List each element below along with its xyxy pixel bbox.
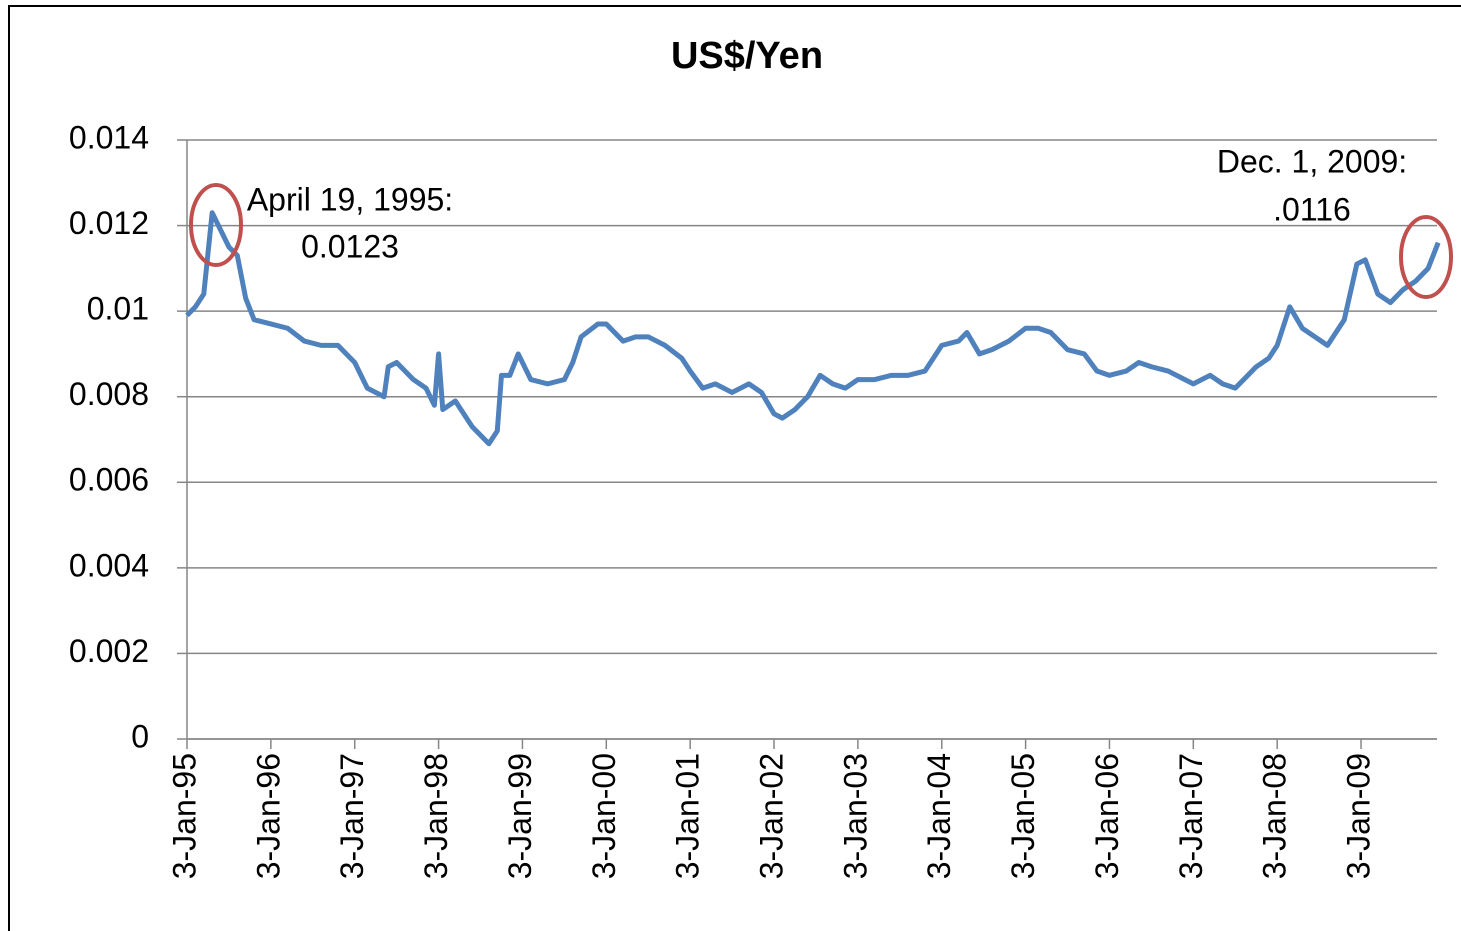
highlight-circle [189, 183, 243, 267]
x-tick-label: 3-Jan-06 [1089, 753, 1125, 879]
data-line [185, 210, 1441, 447]
x-tick-label: 3-Jan-09 [1340, 753, 1376, 879]
annotation: 0.0123 [301, 228, 399, 264]
y-tick-label: 0.008 [69, 376, 149, 412]
x-tick-label: 3-Jan-08 [1257, 753, 1293, 879]
annotation: .0116 [1273, 191, 1351, 227]
chart-frame [8, 5, 1461, 931]
x-tick-label: 3-Jan-98 [418, 753, 454, 879]
y-tick-label: 0.01 [87, 291, 149, 327]
annotation: Dec. 1, 2009: [1217, 143, 1407, 179]
y-tick-label: 0.002 [69, 633, 149, 669]
x-tick-label: 3-Jan-96 [250, 753, 286, 879]
highlight-circle [1399, 215, 1453, 299]
annotation: April 19, 1995: [247, 181, 453, 217]
x-tick-label: 3-Jan-95 [166, 753, 202, 879]
y-tick-label: 0.004 [69, 547, 149, 583]
y-tick-label: 0.006 [69, 462, 149, 498]
x-tick-label: 3-Jan-97 [334, 753, 370, 879]
x-tick-label: 3-Jan-02 [753, 753, 789, 879]
y-tick-label: 0.014 [69, 119, 149, 155]
x-tick-label: 3-Jan-05 [1005, 753, 1041, 879]
x-tick-label: 3-Jan-04 [921, 753, 957, 879]
y-tick-label: 0.012 [69, 205, 149, 241]
x-tick-label: 3-Jan-99 [502, 753, 538, 879]
y-tick-label: 0 [131, 718, 149, 754]
x-tick-label: 3-Jan-00 [586, 753, 622, 879]
x-tick-label: 3-Jan-03 [837, 753, 873, 879]
x-tick-label: 3-Jan-07 [1173, 753, 1209, 879]
x-tick-label: 3-Jan-01 [670, 753, 706, 879]
chart-title: US$/Yen [671, 35, 823, 77]
